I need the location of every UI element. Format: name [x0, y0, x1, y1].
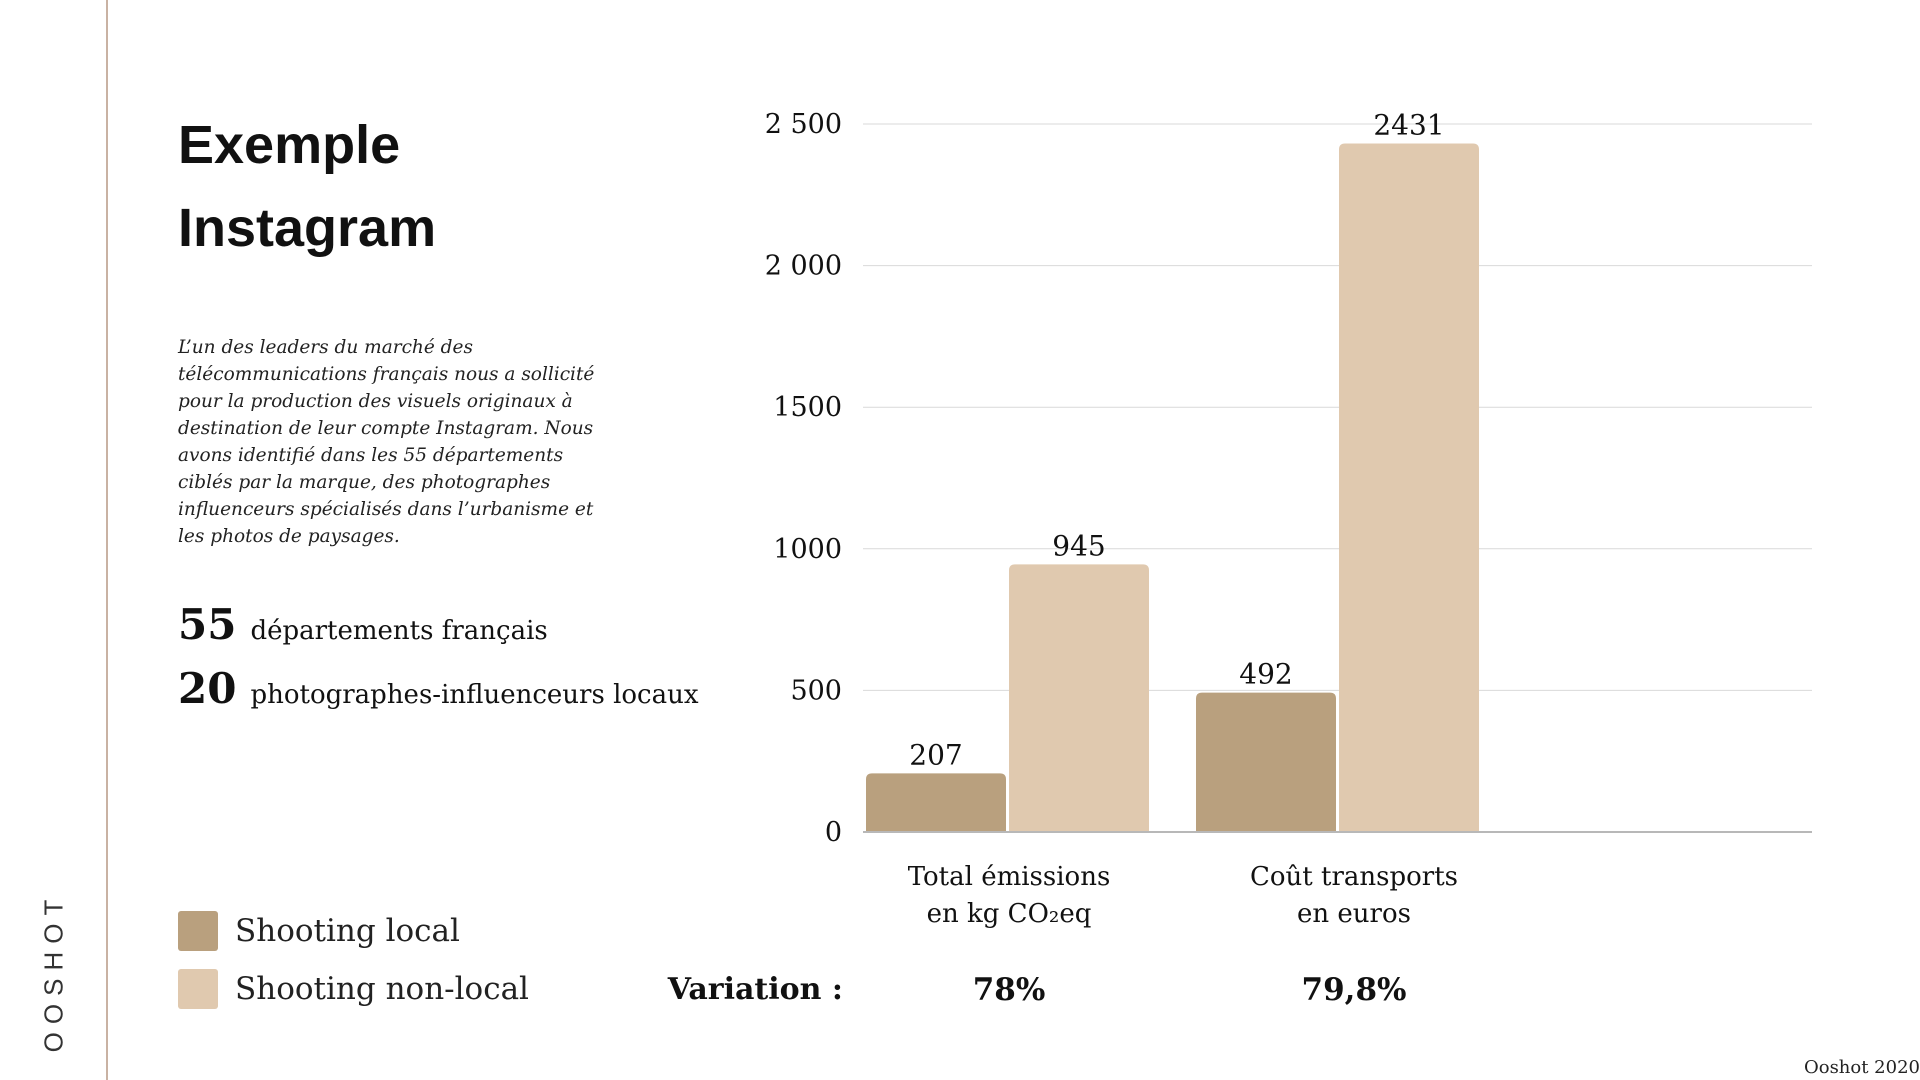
legend-label: Shooting non-local — [235, 971, 529, 1007]
legend-item-local: Shooting local — [178, 911, 460, 951]
stat-photographers: 20 photographes-influenceurs locaux — [178, 664, 699, 713]
footer-credit: Ooshot 2020 — [1803, 1057, 1920, 1078]
stat-number: 20 — [178, 664, 237, 713]
data-label: 492 — [1239, 658, 1292, 691]
variation-value-emissions: 78% — [972, 972, 1046, 1008]
page-title: Exemple Instagram — [178, 104, 436, 270]
legend-item-non-local: Shooting non-local — [178, 969, 529, 1009]
bar — [1009, 564, 1149, 832]
legend-label: Shooting local — [235, 913, 460, 949]
bar — [1196, 692, 1336, 832]
description-text: L’un des leaders du marché des télécommu… — [178, 337, 595, 547]
title-line-2: Instagram — [178, 198, 437, 258]
y-tick-label: 2 500 — [765, 109, 842, 140]
legend-swatch-non-local — [178, 969, 218, 1009]
bar — [1339, 143, 1479, 833]
data-label: 2431 — [1373, 109, 1444, 142]
legend-swatch-local — [178, 911, 218, 951]
stat-number: 55 — [178, 600, 237, 649]
variation-value-transport: 79,8% — [1301, 972, 1407, 1008]
stat-label: photographes-influenceurs locaux — [250, 680, 699, 710]
y-tick-label: 500 — [790, 675, 842, 706]
y-tick-label: 2 000 — [765, 251, 842, 282]
bar — [866, 773, 1006, 832]
title-line-1: Exemple — [178, 115, 401, 175]
data-label: 945 — [1052, 529, 1105, 562]
y-tick-label: 1000 — [773, 534, 842, 565]
data-label: 207 — [909, 738, 962, 771]
variation-label: Variation : — [667, 972, 843, 1007]
x-category-label: en euros — [1297, 899, 1411, 929]
x-category-label: en kg CO₂eq — [927, 899, 1092, 929]
stat-departments: 55 départements français — [178, 600, 548, 649]
x-category-label: Total émissions — [908, 862, 1111, 892]
stat-label: départements français — [250, 616, 548, 646]
y-tick-label: 0 — [825, 817, 842, 848]
y-tick-label: 1500 — [773, 392, 842, 423]
x-category-label: Coût transports — [1250, 862, 1458, 892]
side-divider — [106, 0, 108, 1080]
